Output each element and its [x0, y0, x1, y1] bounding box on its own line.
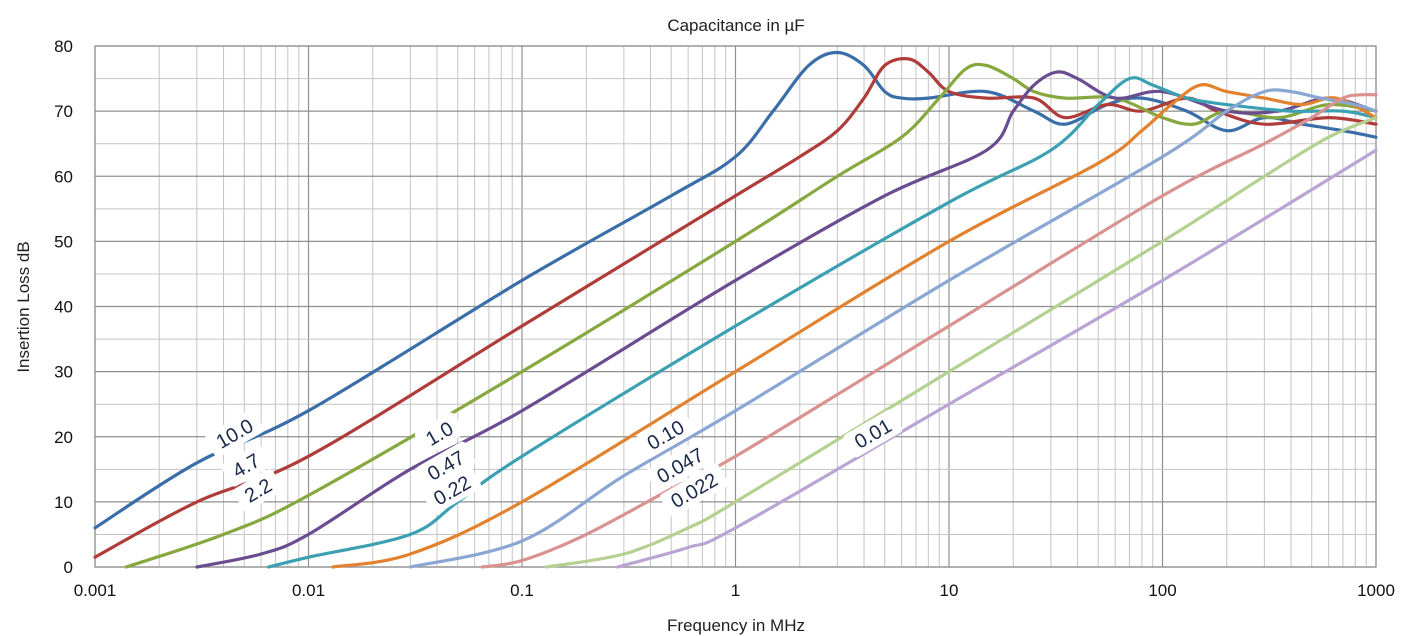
series-0-047-line	[480, 92, 1378, 569]
y-tick-label: 40	[54, 298, 73, 317]
curve-label-background	[221, 444, 271, 487]
x-axis-label: Frequency in MHz	[667, 616, 805, 635]
x-tick-label: 10	[940, 581, 959, 600]
curve-label-background	[422, 466, 482, 514]
series-0-01-line	[615, 148, 1378, 569]
curve-label-background	[646, 438, 715, 492]
y-tick-label: 70	[54, 102, 73, 121]
series-0-22-line	[331, 83, 1378, 569]
series-10-0-line	[93, 50, 1378, 530]
curve-label-background	[414, 412, 464, 455]
y-tick-label: 20	[54, 428, 73, 447]
x-tick-label: 0.1	[510, 581, 534, 600]
series-0-10-line	[408, 88, 1378, 569]
y-tick-label: 30	[54, 363, 73, 382]
curves	[93, 50, 1378, 569]
chart-title: Capacitance in µF	[667, 16, 804, 35]
x-tick-label: 100	[1148, 581, 1176, 600]
y-tick-label: 80	[54, 37, 73, 56]
x-tick-label: 1000	[1357, 581, 1395, 600]
y-tick-label: 10	[54, 493, 73, 512]
curve-label-group: 0.10	[636, 411, 695, 459]
y-tick-label: 0	[64, 558, 73, 577]
tick-labels: 0 10 20 30 40 50 60 70 80 0.001 0.01 0.1 1 10 100 1000	[54, 37, 1395, 600]
x-tick-label: 1	[731, 581, 740, 600]
plot-frame	[94, 45, 1377, 568]
y-tick-label: 60	[54, 167, 73, 186]
curve-label-background	[636, 411, 695, 459]
curve-label-background	[843, 409, 903, 458]
y-axis-label: Insertion Loss dB	[14, 241, 33, 372]
x-tick-label: 0.01	[292, 581, 325, 600]
curve-label-background	[660, 463, 729, 517]
curve-label-background	[205, 409, 264, 458]
series-0-47-line	[267, 76, 1378, 569]
series-1-0-line	[195, 70, 1378, 569]
curve-label-background	[233, 469, 283, 512]
curve-label-background	[416, 441, 476, 490]
y-tick-label: 50	[54, 232, 73, 251]
series-0-022-line	[544, 116, 1378, 569]
x-tick-label: 0.001	[74, 581, 117, 600]
